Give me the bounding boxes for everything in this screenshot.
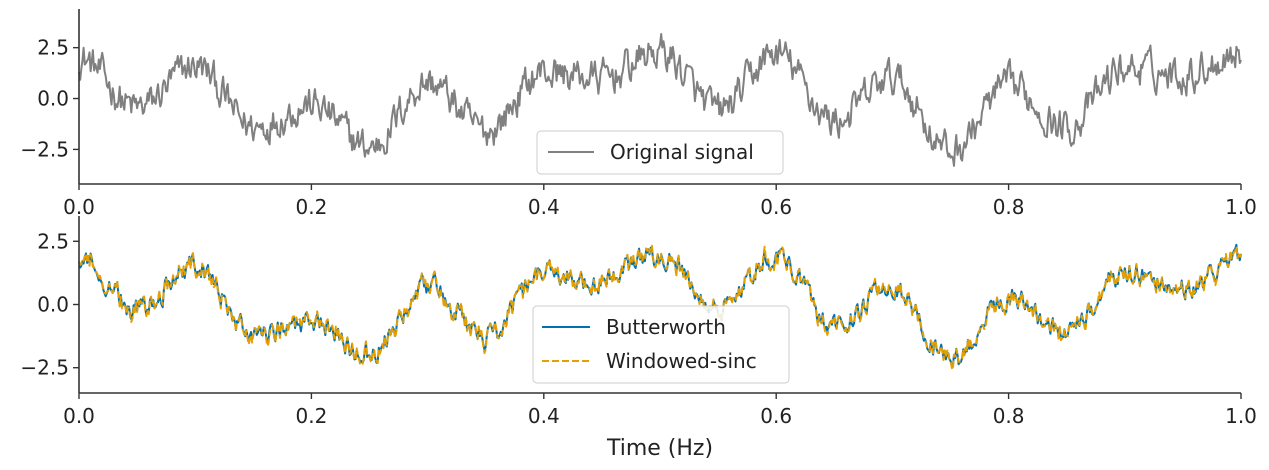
top-x-tick-label: 0.0 — [63, 195, 95, 219]
top-legend-frame — [536, 130, 784, 175]
legend-label-butterworth: Butterworth — [606, 315, 726, 339]
bottom-y-tick-label: 2.5 — [37, 229, 69, 253]
top-axis-ticks: 0.0 0.2 0.4 0.6 0.8 1.0 −2.5 0.0 2.5 — [20, 36, 1256, 219]
top-x-tick-label: 0.8 — [993, 195, 1025, 219]
top-x-tick-label: 1.0 — [1225, 195, 1257, 219]
bottom-x-tick-label: 0.4 — [528, 404, 560, 428]
top-x-tick-label: 0.4 — [528, 195, 560, 219]
bottom-x-tick-label: 0.0 — [63, 404, 95, 428]
top-y-tick-label: 2.5 — [37, 36, 69, 60]
legend-label-original-signal: Original signal — [610, 140, 754, 164]
top-y-tick-label: 0.0 — [37, 87, 69, 111]
top-subplot: 0.0 0.2 0.4 0.6 0.8 1.0 −2.5 0.0 2.5 Original si… — [20, 9, 1257, 219]
bottom-x-axis-label: Time (Hz) — [606, 436, 713, 461]
bottom-axis-ticks: 0.0 0.2 0.4 0.6 0.8 1.0 −2.5 0.0 2.5 — [20, 229, 1256, 428]
bottom-plot-lines — [78, 243, 1242, 371]
bottom-subplot: 0.0 0.2 0.4 0.6 0.8 1.0 −2.5 0.0 2.5 Butterworth… — [20, 216, 1257, 461]
top-x-tick-label: 0.2 — [295, 195, 327, 219]
bottom-x-tick-label: 1.0 — [1225, 404, 1257, 428]
series-line-original-signal — [78, 33, 1242, 167]
top-x-tick-label: 0.6 — [760, 195, 792, 219]
series-line-windowed-sinc — [78, 244, 1242, 371]
bottom-legend-frame — [532, 305, 790, 384]
bottom-y-tick-label: −2.5 — [20, 356, 69, 380]
bottom-x-tick-label: 0.6 — [760, 404, 792, 428]
top-legend: Original signal — [536, 130, 784, 175]
bottom-x-tick-label: 0.2 — [295, 404, 327, 428]
bottom-x-tick-label: 0.8 — [993, 404, 1025, 428]
bottom-y-tick-label: 0.0 — [37, 293, 69, 317]
bottom-legend: Butterworth Windowed-sinc — [532, 305, 790, 384]
top-y-tick-label: −2.5 — [20, 137, 69, 161]
top-plot-lines — [78, 33, 1242, 167]
legend-label-windowed-sinc: Windowed-sinc — [606, 349, 757, 373]
